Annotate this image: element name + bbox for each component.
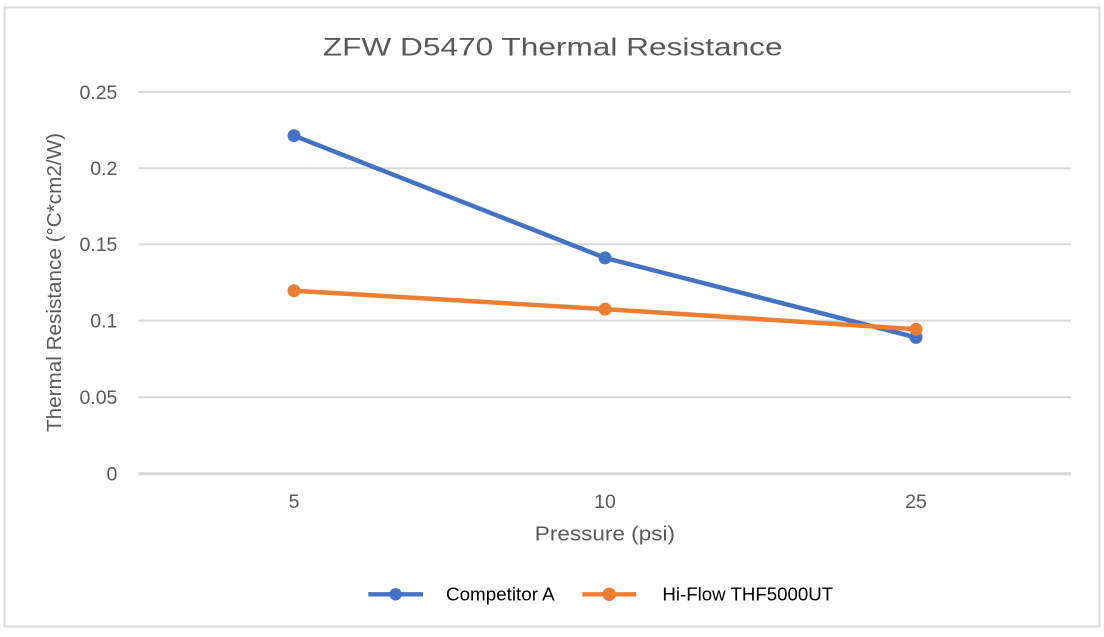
- svg-text:25: 25: [905, 491, 927, 513]
- svg-text:Hi-Flow THF5000UT: Hi-Flow THF5000UT: [662, 583, 833, 604]
- svg-text:10: 10: [594, 491, 616, 513]
- svg-text:Pressure (psi): Pressure (psi): [535, 523, 675, 545]
- svg-text:0.25: 0.25: [79, 82, 117, 104]
- svg-text:0.05: 0.05: [79, 387, 117, 409]
- svg-text:0.1: 0.1: [90, 311, 117, 333]
- svg-text:0.2: 0.2: [90, 158, 117, 180]
- svg-text:5: 5: [289, 491, 300, 513]
- svg-text:Competitor A: Competitor A: [446, 583, 555, 604]
- svg-text:ZFW D5470 Thermal Resistance: ZFW D5470 Thermal Resistance: [323, 33, 783, 61]
- svg-text:0.15: 0.15: [79, 234, 117, 256]
- svg-text:Thermal Resistance (°C*cm2/W): Thermal Resistance (°C*cm2/W): [44, 133, 66, 432]
- svg-text:0: 0: [107, 464, 118, 486]
